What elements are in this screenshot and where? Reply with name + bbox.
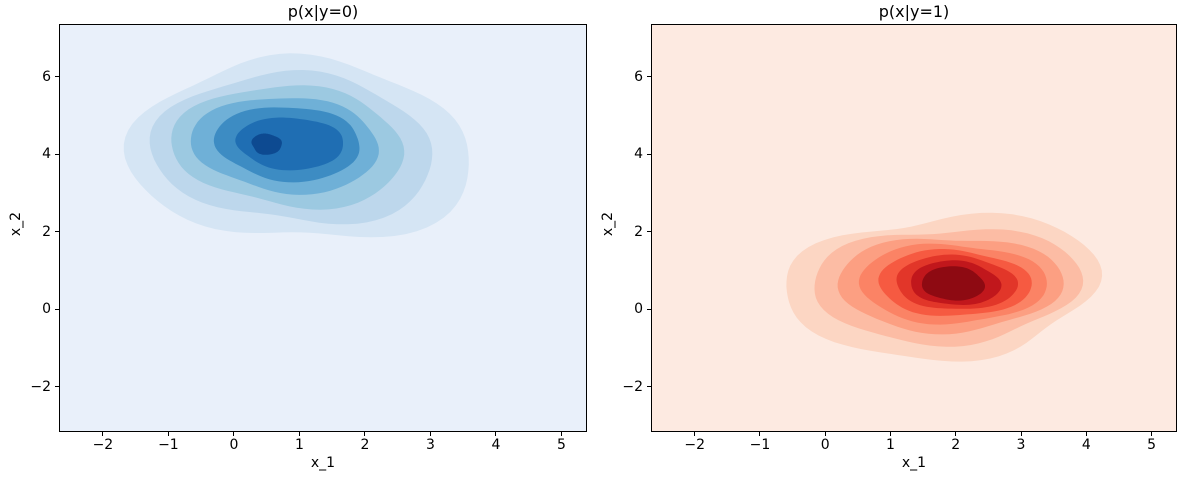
x-tick-mark <box>1151 432 1153 436</box>
x-tick-mark <box>102 432 104 436</box>
x-tick-mark <box>364 432 366 436</box>
x-tick-label: 3 <box>1016 437 1026 453</box>
x-tick-mark <box>233 432 235 436</box>
x-tick-mark <box>694 432 696 436</box>
y-tick-label: −2 <box>30 378 51 395</box>
y-tick-label: 2 <box>634 223 643 240</box>
x-tick-mark <box>167 432 169 436</box>
y-tick-mark <box>55 308 59 310</box>
axes-spine <box>651 24 1177 432</box>
x-tick-mark <box>759 432 761 436</box>
x-tick-mark <box>955 432 957 436</box>
y-tick-mark <box>647 76 651 78</box>
kde-contour-level-8 <box>921 266 985 301</box>
y-tick-mark <box>55 153 59 155</box>
x-axis-label-left: x_1 <box>310 455 336 471</box>
x-tick-label: 4 <box>491 437 501 453</box>
axes-right <box>651 24 1177 432</box>
kde-contour-level-6 <box>235 117 343 171</box>
kde-contour-level-7 <box>251 133 282 155</box>
kde-contour-reds <box>651 24 1177 432</box>
plot-title-right: p(x|y=1) <box>878 2 950 21</box>
x-tick-mark <box>560 432 562 436</box>
y-tick-mark <box>647 308 651 310</box>
x-tick-mark <box>429 432 431 436</box>
y-tick-mark <box>647 386 651 388</box>
x-axis-label-right: x_1 <box>901 455 927 471</box>
x-tick-label: 5 <box>1147 437 1156 453</box>
plot-title-left: p(x|y=0) <box>287 2 359 21</box>
x-tick-label: −2 <box>92 437 114 453</box>
axes-spine <box>59 24 587 432</box>
x-tick-mark <box>1085 432 1087 436</box>
x-tick-label: 1 <box>294 437 304 453</box>
y-tick-label: 6 <box>634 68 643 85</box>
x-tick-label: −2 <box>684 437 706 453</box>
axes-left <box>59 24 587 432</box>
y-tick-mark <box>55 386 59 388</box>
x-tick-label: 2 <box>951 437 961 453</box>
x-tick-label: −1 <box>158 437 179 453</box>
y-tick-label: −2 <box>622 378 643 395</box>
y-tick-mark <box>647 231 651 233</box>
y-tick-label: 6 <box>42 68 51 85</box>
y-axis-label-left: x_2 <box>8 211 24 237</box>
x-tick-label: 0 <box>820 437 830 453</box>
x-tick-label: 0 <box>229 437 239 453</box>
x-tick-mark <box>495 432 497 436</box>
x-tick-label: 4 <box>1081 437 1091 453</box>
y-tick-label: 0 <box>42 301 51 318</box>
y-tick-label: 2 <box>42 223 51 240</box>
x-tick-label: 3 <box>425 437 435 453</box>
y-tick-mark <box>55 76 59 78</box>
x-tick-mark <box>890 432 891 436</box>
kde-contour-blues <box>59 24 587 432</box>
y-axis-label-right: x_2 <box>600 211 616 237</box>
x-tick-mark <box>1020 432 1022 436</box>
x-tick-mark <box>298 432 300 436</box>
y-tick-label: 4 <box>634 146 643 163</box>
y-tick-mark <box>647 153 651 155</box>
x-tick-label: −1 <box>749 437 771 453</box>
y-tick-label: 4 <box>42 146 51 163</box>
y-tick-label: 0 <box>634 301 643 318</box>
x-tick-label: 1 <box>886 437 895 453</box>
x-tick-mark <box>824 432 826 436</box>
x-tick-label: 2 <box>360 437 370 453</box>
y-tick-mark <box>55 231 59 233</box>
x-tick-label: 5 <box>556 437 566 453</box>
